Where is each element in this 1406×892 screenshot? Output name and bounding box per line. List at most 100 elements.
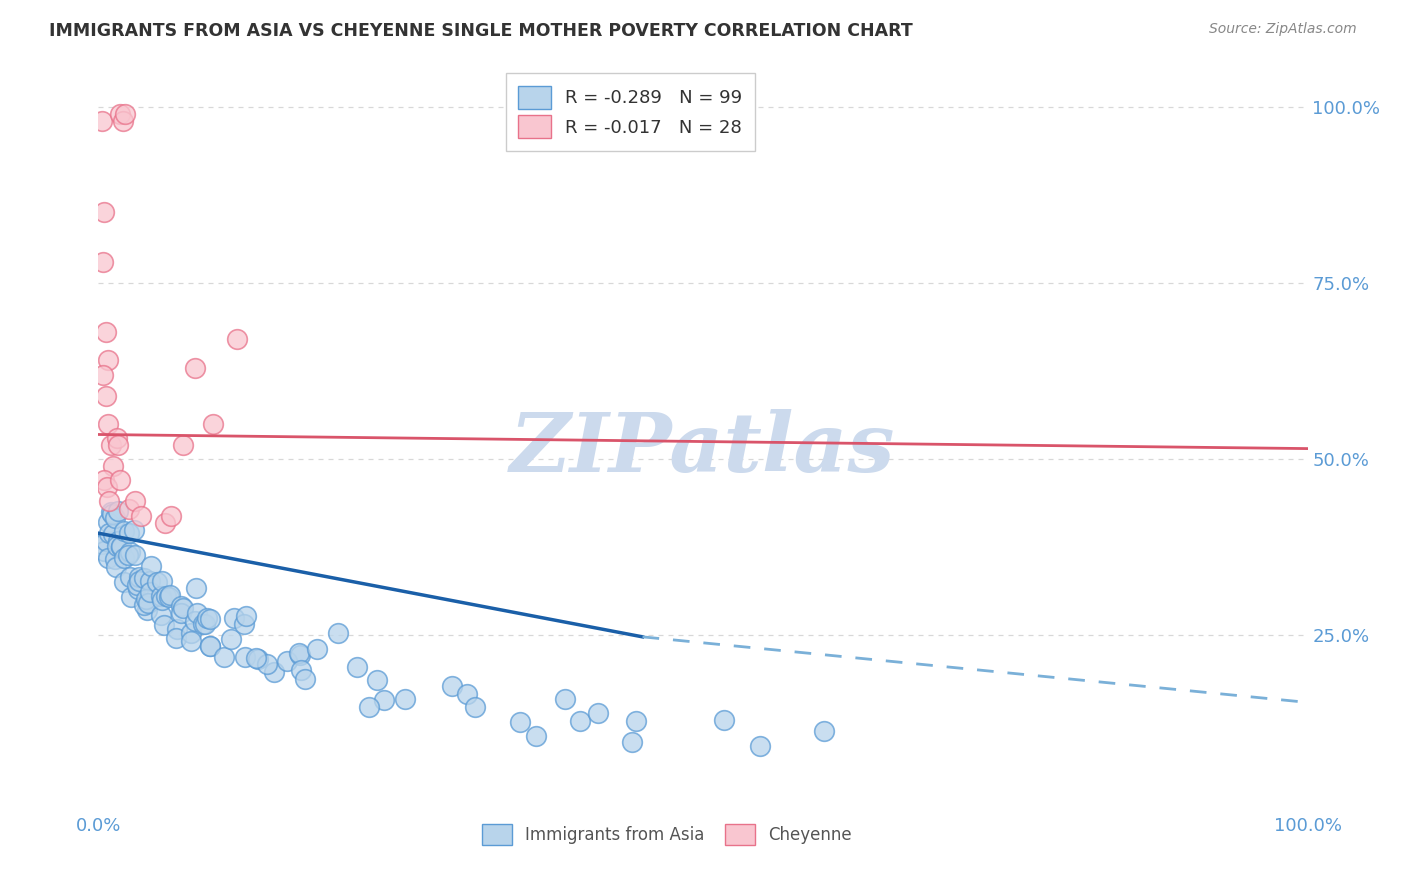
Point — [198, 611, 221, 625]
Point — [112, 551, 135, 566]
Point — [509, 715, 531, 730]
Point — [172, 601, 194, 615]
Point — [166, 622, 188, 636]
Point — [108, 106, 131, 120]
Point — [146, 575, 169, 590]
Point — [346, 659, 368, 673]
Point — [713, 714, 735, 728]
Point — [139, 558, 162, 573]
Point — [198, 639, 221, 653]
Point — [524, 729, 547, 743]
Point — [150, 574, 173, 588]
Point — [586, 706, 609, 720]
Point — [170, 599, 193, 613]
Point — [159, 587, 181, 601]
Point — [441, 679, 464, 693]
Point — [813, 724, 835, 739]
Point — [288, 648, 311, 663]
Point — [245, 650, 267, 665]
Point — [100, 505, 122, 519]
Point — [139, 574, 162, 589]
Point — [118, 526, 141, 541]
Point — [307, 641, 329, 656]
Point — [91, 368, 114, 382]
Point — [373, 693, 395, 707]
Point — [134, 571, 156, 585]
Point — [288, 646, 311, 660]
Point — [150, 607, 173, 622]
Point — [554, 692, 576, 706]
Point — [117, 548, 139, 562]
Point — [134, 598, 156, 612]
Point — [569, 714, 592, 728]
Point — [276, 655, 298, 669]
Point — [290, 664, 312, 678]
Point — [118, 501, 141, 516]
Point — [107, 438, 129, 452]
Point — [464, 700, 486, 714]
Point — [97, 417, 120, 431]
Point — [359, 700, 381, 714]
Point — [172, 438, 194, 452]
Point — [98, 494, 121, 508]
Point — [111, 113, 134, 128]
Point — [101, 526, 124, 541]
Point — [366, 673, 388, 687]
Text: ZIPatlas: ZIPatlas — [510, 409, 896, 489]
Point — [247, 652, 270, 666]
Point — [96, 480, 118, 494]
Point — [103, 511, 125, 525]
Point — [150, 593, 173, 607]
Point — [394, 692, 416, 706]
Point — [191, 616, 214, 631]
Point — [198, 639, 221, 653]
Text: Source: ZipAtlas.com: Source: ZipAtlas.com — [1209, 22, 1357, 37]
Point — [93, 544, 115, 558]
Point — [100, 438, 122, 452]
Point — [222, 611, 245, 625]
Point — [101, 459, 124, 474]
Point — [233, 617, 256, 632]
Point — [153, 618, 176, 632]
Point — [212, 650, 235, 665]
Point — [157, 590, 180, 604]
Point — [127, 582, 149, 597]
Point — [112, 574, 135, 589]
Point — [108, 473, 131, 487]
Point — [98, 525, 121, 540]
Point — [124, 494, 146, 508]
Point — [184, 614, 207, 628]
Point — [263, 665, 285, 680]
Point — [128, 574, 150, 588]
Point — [136, 603, 159, 617]
Point — [96, 515, 118, 529]
Point — [120, 590, 142, 604]
Point — [91, 537, 114, 551]
Point — [105, 431, 128, 445]
Point — [112, 524, 135, 538]
Point — [97, 550, 120, 565]
Point — [180, 634, 202, 648]
Point — [202, 417, 225, 431]
Point — [107, 504, 129, 518]
Point — [118, 544, 141, 558]
Point — [124, 548, 146, 562]
Point — [110, 539, 132, 553]
Point — [114, 106, 136, 120]
Point — [105, 560, 128, 574]
Point — [233, 650, 256, 665]
Point — [165, 631, 187, 645]
Point — [93, 205, 115, 219]
Point — [235, 609, 257, 624]
Point — [456, 687, 478, 701]
Point — [94, 389, 117, 403]
Point — [153, 516, 176, 530]
Point — [107, 533, 129, 548]
Point — [97, 353, 120, 368]
Point — [139, 584, 162, 599]
Point — [91, 254, 114, 268]
Point — [256, 657, 278, 671]
Legend: Immigrants from Asia, Cheyenne: Immigrants from Asia, Cheyenne — [472, 814, 862, 855]
Point — [219, 632, 242, 646]
Point — [94, 533, 117, 548]
